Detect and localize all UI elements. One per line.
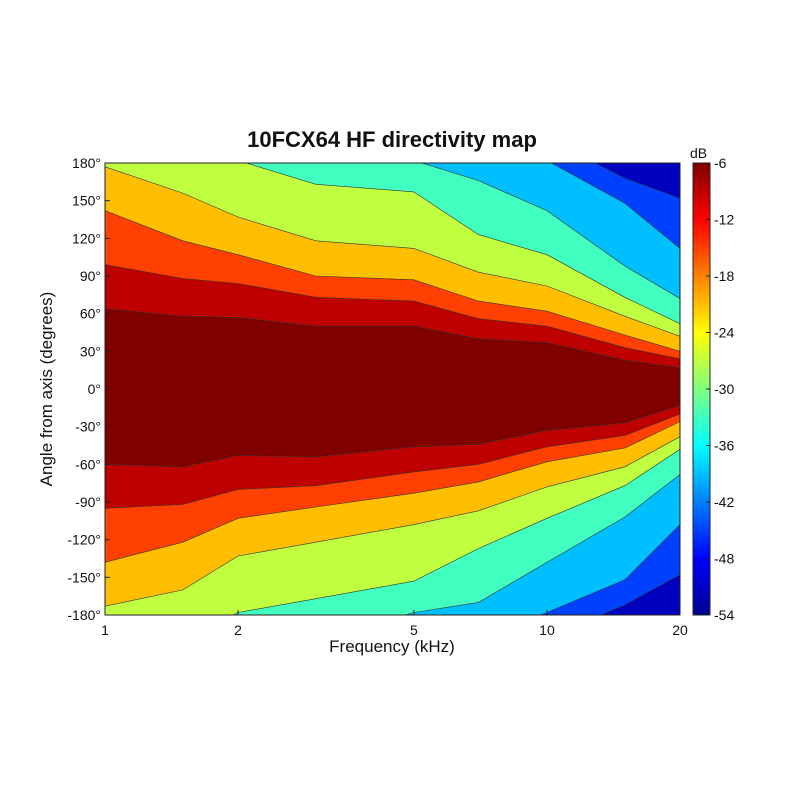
y-tick-label: -180° <box>67 607 101 623</box>
y-tick-label: 150° <box>72 193 101 209</box>
colorbar-tick-label: -6 <box>714 155 727 171</box>
x-tick-label: 5 <box>410 622 418 638</box>
y-tick-label: -90° <box>75 494 101 510</box>
colorbar-tick-label: -12 <box>714 212 734 228</box>
x-tick-label: 10 <box>539 622 555 638</box>
y-tick-label: 180° <box>72 155 101 171</box>
y-tick-label: -60° <box>75 456 101 472</box>
chart-title: 10FCX64 HF directivity map <box>247 127 537 152</box>
contour-band <box>105 308 680 468</box>
y-axis: 180° 150° 120° 90° 60° 30° 0° -30° -60° -90° -120°… <box>67 155 110 623</box>
colorbar-tick-label: -18 <box>714 268 734 284</box>
x-tick-label: 2 <box>234 622 242 638</box>
y-tick-label: -120° <box>67 532 101 548</box>
y-axis-title: Angle from axis (degrees) <box>37 292 56 487</box>
colorbar-tick-label: -48 <box>714 551 734 567</box>
y-tick-label: 30° <box>80 343 101 359</box>
colorbar: dB -6 -12 -18 -24 -30 -36 -42 -48 -54 <box>690 145 734 623</box>
heatmap-area <box>105 163 680 615</box>
y-tick-label: -30° <box>75 419 101 435</box>
y-tick-label: -150° <box>67 569 101 585</box>
colorbar-tick-label: -54 <box>714 607 734 623</box>
colorbar-unit-label: dB <box>690 145 707 161</box>
y-tick-label: 90° <box>80 268 101 284</box>
x-axis: 1 2 5 10 20 <box>101 610 688 638</box>
y-tick-label: 60° <box>80 306 101 322</box>
colorbar-tick-label: -42 <box>714 494 734 510</box>
x-tick-label: 20 <box>672 622 688 638</box>
colorbar-ticks: -6 -12 -18 -24 -30 -36 -42 -48 -54 <box>706 155 734 623</box>
y-tick-label: 120° <box>72 230 101 246</box>
y-tick-label: 0° <box>88 381 101 397</box>
x-tick-label: 1 <box>101 622 109 638</box>
colorbar-tick-label: -36 <box>714 438 734 454</box>
colorbar-tick-label: -24 <box>714 325 734 341</box>
x-axis-title: Frequency (kHz) <box>329 637 455 656</box>
colorbar-tick-label: -30 <box>714 381 734 397</box>
